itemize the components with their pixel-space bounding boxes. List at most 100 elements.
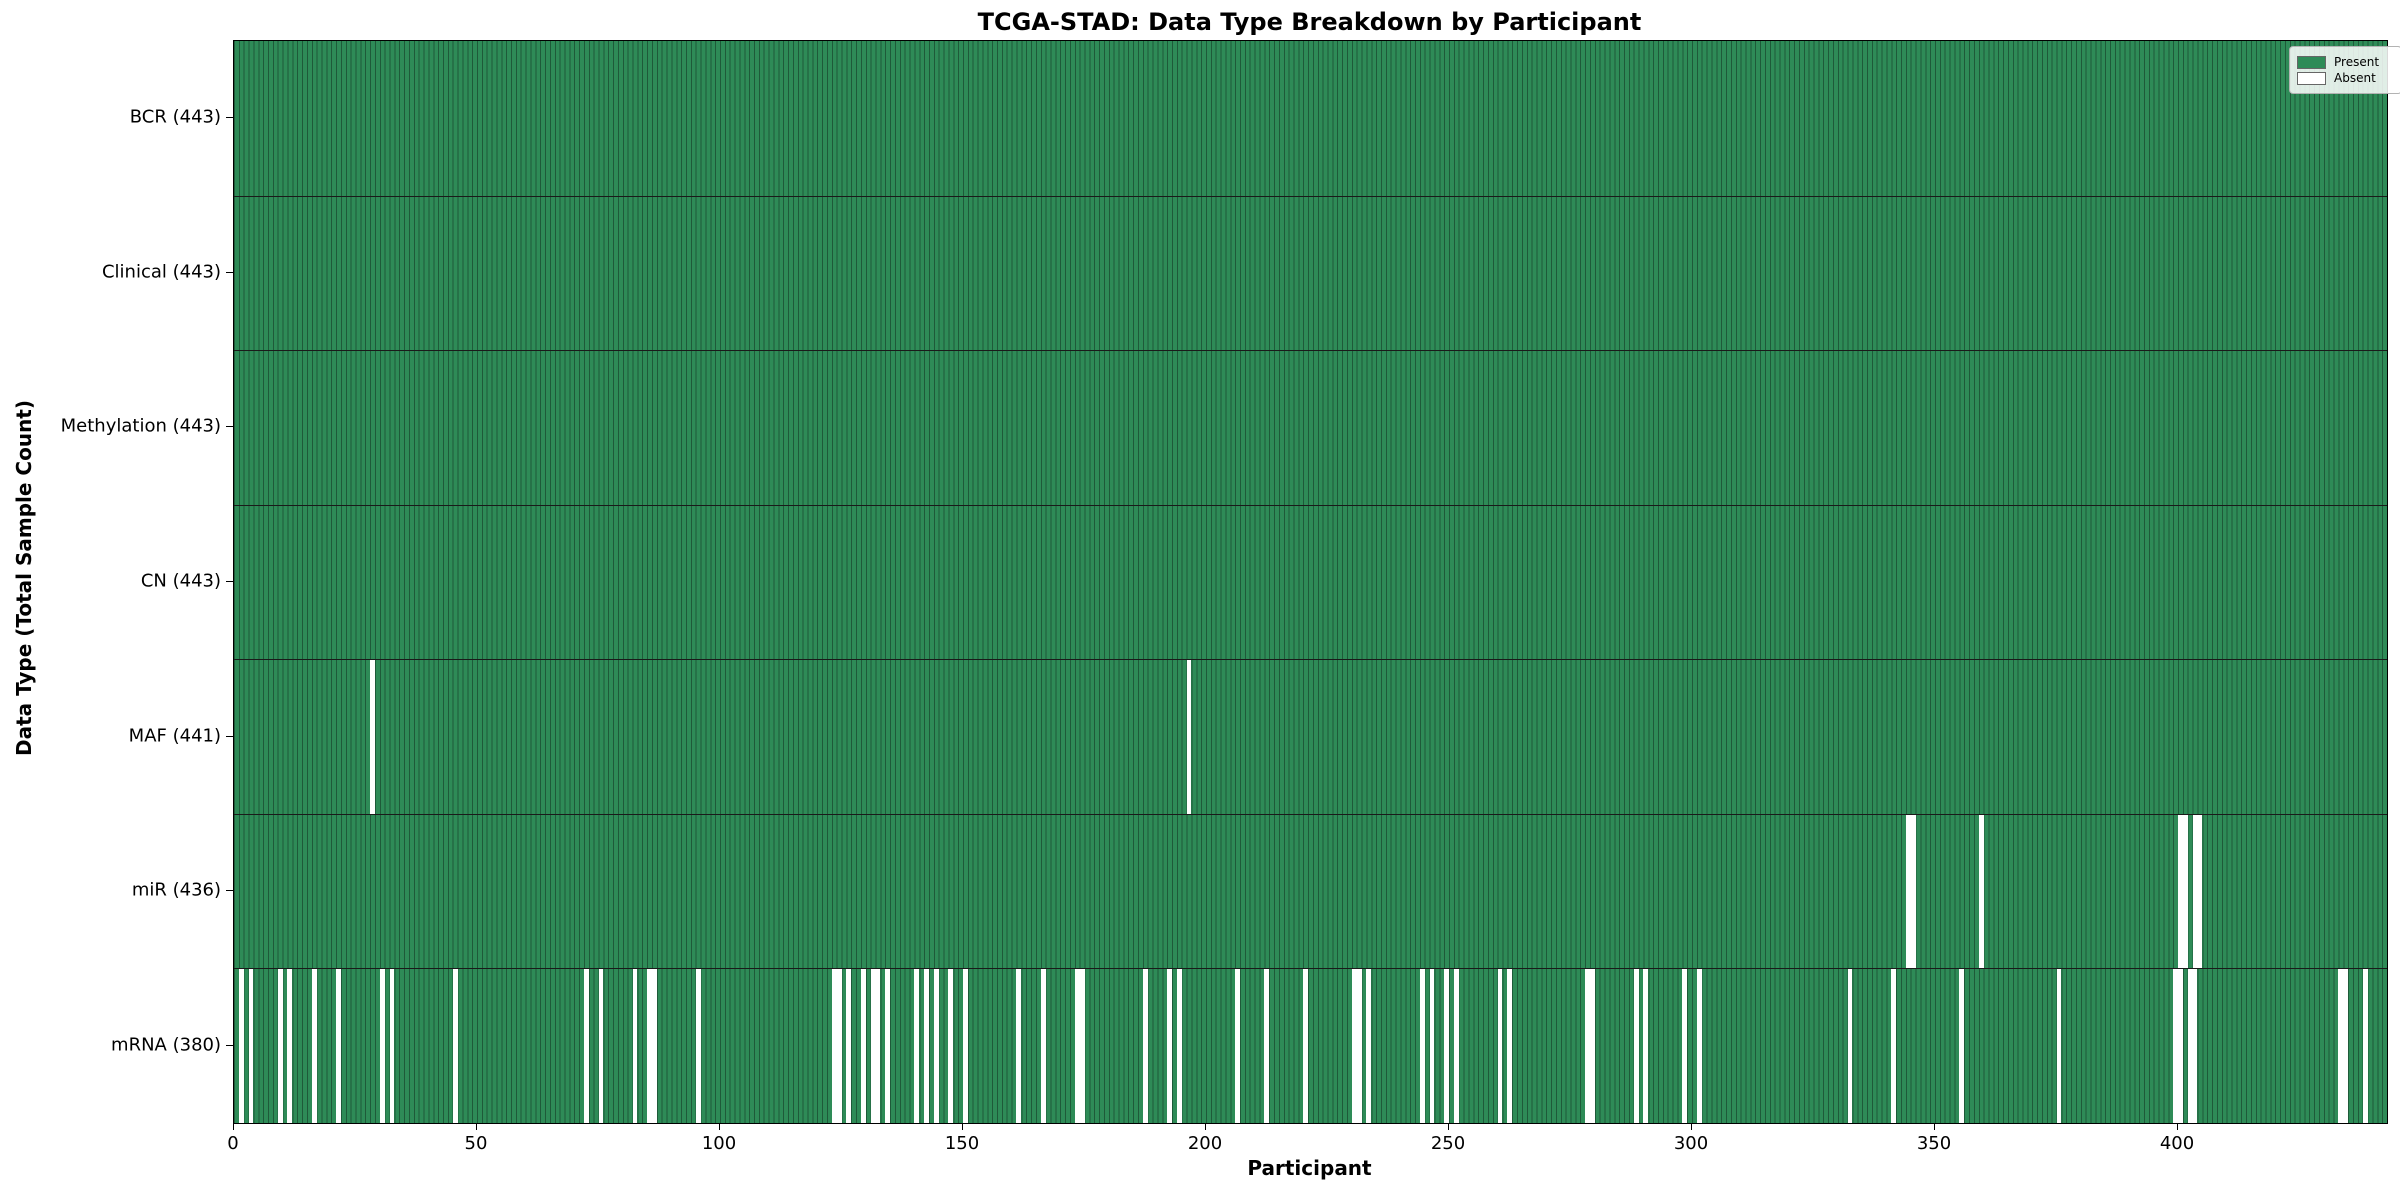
legend-present-label: Present — [2334, 55, 2380, 69]
absent-stripe — [1589, 969, 1595, 1123]
absent-stripe — [2197, 814, 2203, 969]
absent-stripe — [1167, 969, 1172, 1123]
y-tick-label: Clinical (443) — [101, 261, 221, 283]
absent-stripe — [1040, 969, 1046, 1123]
absent-stripe — [1910, 814, 1916, 969]
absent-stripe — [1682, 969, 1688, 1123]
absent-stripe — [1507, 969, 1513, 1123]
absent-stripe — [2192, 814, 2198, 969]
absent-stripe — [1366, 969, 1372, 1123]
row-band-mRNA — [234, 968, 2387, 1123]
absent-swatch-icon — [2297, 71, 2326, 85]
absent-stripe — [336, 969, 341, 1123]
row-band-miR — [234, 813, 2387, 969]
absent-stripe — [860, 969, 866, 1123]
y-tick-mark — [226, 1044, 233, 1046]
absent-stripe — [2343, 969, 2349, 1123]
absent-stripe — [1978, 814, 1984, 969]
absent-stripe — [2192, 969, 2198, 1123]
legend-entry-absent: Absent — [2297, 71, 2393, 85]
absent-stripe — [2173, 969, 2179, 1123]
absent-stripe — [1303, 969, 1309, 1123]
absent-stripe — [2362, 969, 2368, 1123]
y-tick-mark — [226, 271, 233, 273]
absent-stripe — [583, 969, 589, 1123]
x-tick-label: 250 — [1430, 1133, 1466, 1154]
y-axis-label: Data Type (Total Sample Count) — [12, 399, 36, 757]
absent-stripe — [885, 969, 891, 1123]
y-tick-mark — [226, 735, 233, 737]
absent-stripe — [1264, 969, 1270, 1123]
x-tick-label: 200 — [1187, 1133, 1223, 1154]
absent-stripe — [651, 969, 657, 1123]
row-band-Clinical — [234, 195, 2387, 351]
x-tick-mark — [962, 1123, 963, 1130]
absent-stripe — [1142, 969, 1148, 1123]
y-tick-mark — [226, 890, 233, 892]
absent-stripe — [1186, 660, 1192, 814]
absent-stripe — [647, 969, 652, 1123]
absent-stripe — [452, 969, 458, 1123]
absent-stripe — [2178, 969, 2183, 1123]
y-tick-label: BCR (443) — [129, 106, 221, 128]
absent-stripe — [1891, 969, 1897, 1123]
y-tick-label: CN (443) — [140, 570, 221, 592]
x-tick-mark — [476, 1123, 477, 1130]
x-tick-label: 50 — [464, 1133, 488, 1154]
x-tick-mark — [233, 1123, 234, 1130]
absent-stripe — [1235, 969, 1241, 1123]
x-tick-mark — [1205, 1123, 1206, 1130]
absent-stripe — [389, 969, 395, 1123]
present-swatch-icon — [2297, 55, 2326, 69]
x-tick-mark — [719, 1123, 720, 1130]
absent-stripe — [695, 969, 701, 1123]
absent-stripe — [1351, 969, 1357, 1123]
x-tick-mark — [2177, 1123, 2179, 1130]
absent-stripe — [948, 969, 954, 1123]
x-tick-label: 400 — [2159, 1133, 2195, 1154]
y-tick-label: Methylation (443) — [60, 415, 221, 437]
y-tick-mark — [226, 581, 233, 582]
absent-stripe — [1959, 969, 1965, 1123]
absent-stripe — [1696, 969, 1702, 1123]
y-tick-label: mRNA (380) — [111, 1034, 221, 1056]
absent-stripe — [1453, 969, 1459, 1123]
absent-stripe — [2187, 969, 2193, 1123]
row-band-MAF — [234, 659, 2387, 814]
row-band-CN — [234, 504, 2387, 660]
absent-stripe — [311, 969, 317, 1123]
absent-stripe — [1633, 969, 1639, 1123]
absent-stripe — [933, 969, 939, 1123]
absent-stripe — [1016, 969, 1022, 1123]
absent-stripe — [1074, 969, 1080, 1123]
absent-stripe — [1419, 969, 1425, 1123]
absent-stripe — [1847, 969, 1853, 1123]
y-tick-mark — [226, 426, 233, 428]
x-tick-label: 0 — [227, 1133, 239, 1154]
absent-stripe — [2182, 814, 2188, 969]
chart-title: TCGA-STAD: Data Type Breakdown by Partic… — [977, 8, 1642, 36]
absent-stripe — [370, 660, 375, 814]
x-tick-label: 300 — [1673, 1133, 1709, 1154]
absent-stripe — [914, 969, 920, 1123]
x-tick-label: 350 — [1916, 1133, 1952, 1154]
legend-entry-present: Present — [2297, 55, 2393, 69]
y-tick-mark — [226, 117, 233, 119]
absent-stripe — [870, 969, 876, 1123]
legend-absent-label: Absent — [2334, 71, 2376, 85]
absent-stripe — [1497, 969, 1503, 1123]
absent-stripe — [1905, 814, 1911, 969]
absent-stripe — [1643, 969, 1649, 1123]
absent-stripe — [277, 969, 283, 1123]
x-tick-mark — [1448, 1123, 1449, 1130]
legend: Present Absent — [2289, 46, 2400, 94]
absent-stripe — [836, 969, 842, 1123]
absent-stripe — [831, 969, 837, 1123]
absent-stripe — [238, 969, 244, 1123]
absent-stripe — [1585, 969, 1590, 1123]
y-tick-label: miR (436) — [131, 879, 221, 901]
row-band-BCR — [234, 41, 2387, 196]
absent-stripe — [379, 969, 385, 1123]
y-tick-label: MAF (441) — [128, 725, 221, 747]
